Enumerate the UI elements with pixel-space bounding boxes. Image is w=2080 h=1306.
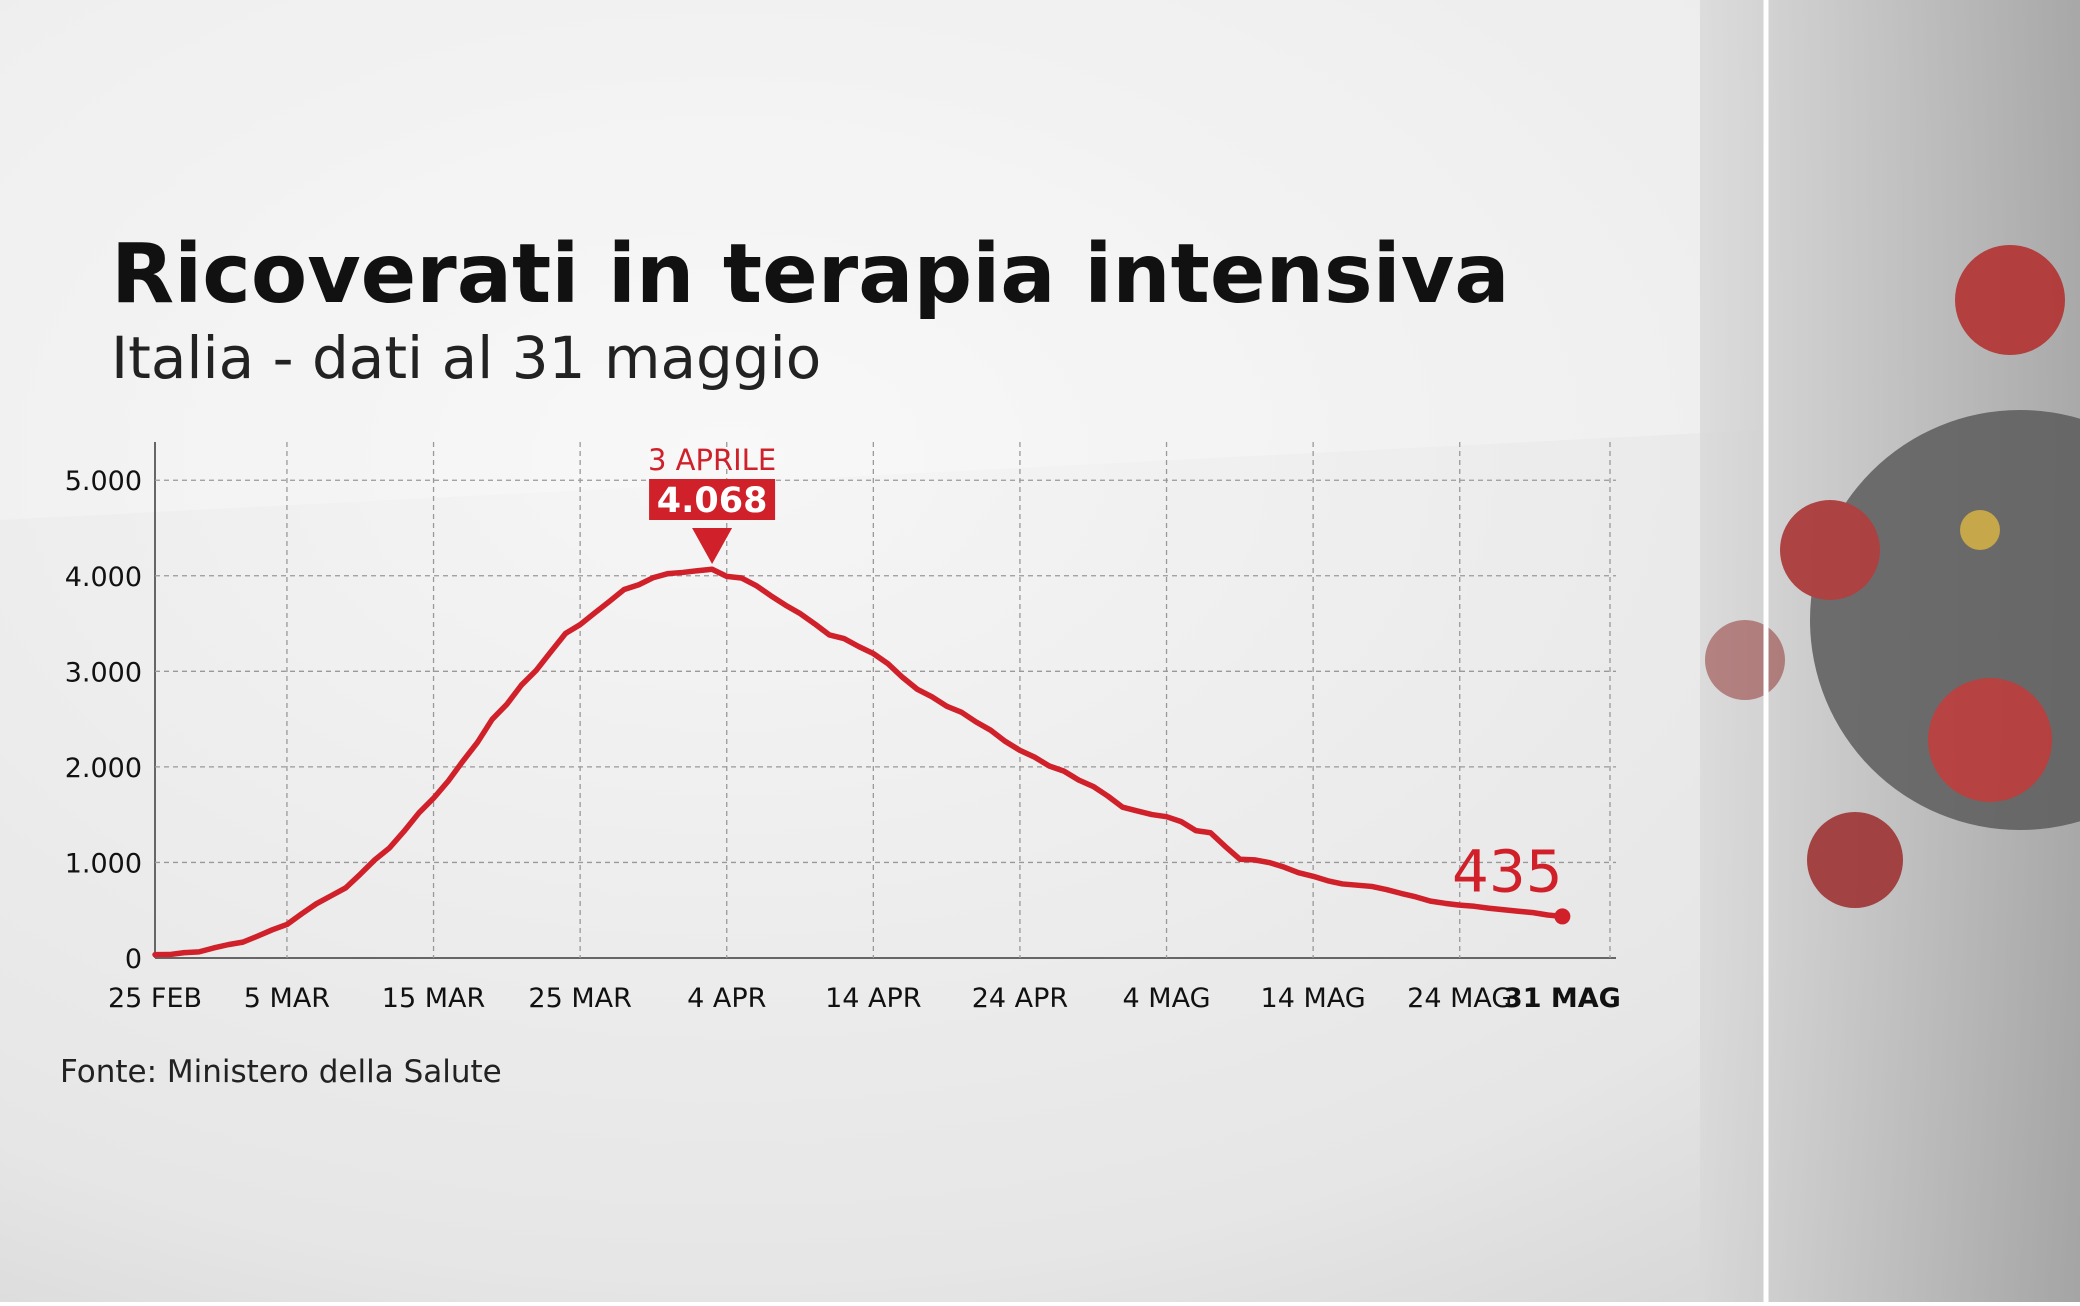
x-tick-label: 4 APR — [687, 983, 766, 1014]
y-tick-label: 1.000 — [65, 848, 142, 879]
x-tick-label: 5 MAR — [244, 983, 330, 1014]
x-tick-label: 25 MAR — [528, 983, 631, 1014]
peak-date-label: 3 APRILE — [648, 443, 776, 477]
x-tick-label: 14 APR — [825, 983, 921, 1014]
source: Fonte: Ministero della Salute — [60, 1054, 502, 1090]
y-tick-label: 3.000 — [65, 657, 142, 688]
y-tick-label: 0 — [125, 944, 142, 975]
x-tick-label: 14 MAG — [1261, 983, 1366, 1014]
x-tick-label: 31 MAG — [1504, 983, 1621, 1014]
value-label-box — [649, 479, 776, 520]
end-point — [1554, 908, 1571, 925]
x-tick-label: 4 MAG — [1123, 983, 1211, 1014]
data-line — [152, 566, 1566, 958]
x-tick-label: 25 FEB — [108, 983, 202, 1014]
x-tick-label: 24 MAG — [1407, 983, 1512, 1014]
y-tick-label: 2.000 — [65, 753, 142, 784]
x-tick-label: 24 APR — [972, 983, 1068, 1014]
chart-subtitle: Italia - dati al 31 maggio — [111, 324, 821, 392]
peak-marker — [692, 528, 733, 564]
value-label: 435 — [1452, 837, 1563, 905]
background-shade — [0, 0, 1764, 520]
y-tick-label: 5.000 — [65, 466, 142, 497]
chart-title: Ricoverati in terapia intensiva — [111, 227, 1510, 322]
y-tick-label: 4.000 — [65, 562, 142, 593]
value-label: 4.068 — [657, 481, 768, 521]
x-tick-label: 15 MAR — [382, 983, 485, 1014]
virus-decoration — [1705, 245, 2080, 908]
